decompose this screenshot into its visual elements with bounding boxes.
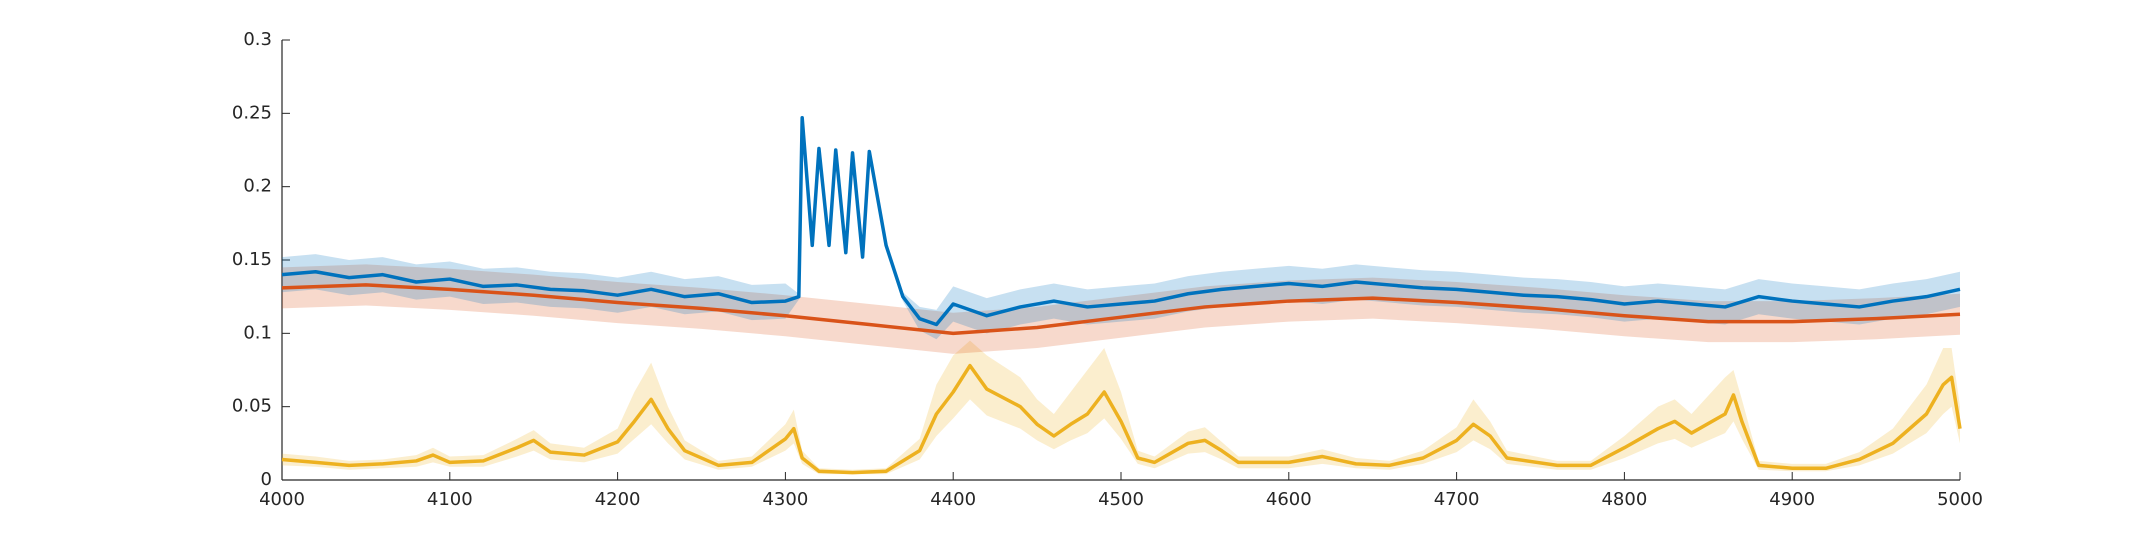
line bbox=[281, 363, 1962, 475]
x-tick-label: 4700 bbox=[1434, 489, 1480, 510]
x-tick-label: 4100 bbox=[427, 489, 473, 510]
band bbox=[282, 264, 1960, 354]
y-tick-label: 0.15 bbox=[232, 249, 272, 270]
y-tick-label: 0.3 bbox=[243, 29, 272, 50]
line bbox=[281, 283, 1961, 336]
band bbox=[282, 340, 1960, 475]
y-tick-label: 0.1 bbox=[243, 322, 272, 343]
x-tick-label: 5000 bbox=[1937, 489, 1983, 510]
line bbox=[281, 115, 1961, 327]
x-tick-label: 4000 bbox=[259, 489, 305, 510]
x-tick-label: 4600 bbox=[1266, 489, 1312, 510]
y-tick-label: 0 bbox=[261, 469, 272, 490]
y-tick-label: 0.2 bbox=[243, 176, 272, 197]
x-tick-label: 4400 bbox=[930, 489, 976, 510]
band bbox=[282, 114, 1960, 340]
x-tick-label: 4300 bbox=[762, 489, 808, 510]
x-tick-label: 4500 bbox=[1098, 489, 1144, 510]
x-tick-label: 4900 bbox=[1769, 489, 1815, 510]
x-tick-label: 4200 bbox=[595, 489, 641, 510]
y-tick-label: 0.25 bbox=[232, 102, 272, 123]
x-tick-label: 4800 bbox=[1601, 489, 1647, 510]
y-tick-label: 0.05 bbox=[232, 396, 272, 417]
